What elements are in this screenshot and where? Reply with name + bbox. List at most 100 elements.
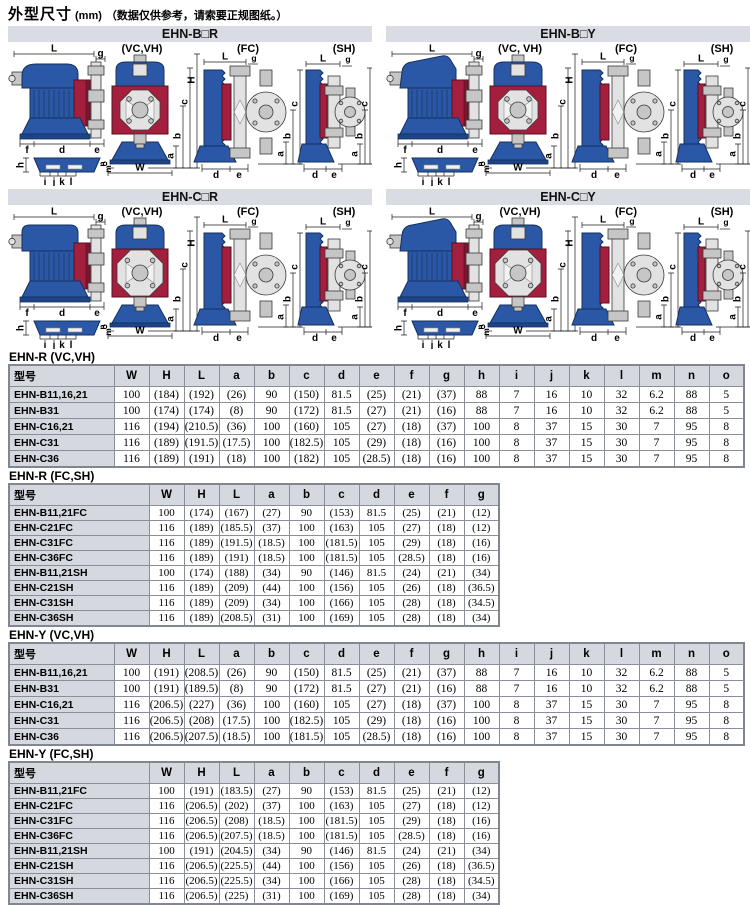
dim-label: h bbox=[394, 325, 405, 331]
col-header: l bbox=[603, 364, 640, 387]
dim-value-cell: (182) bbox=[288, 450, 325, 468]
dim-value-cell: 7 bbox=[638, 712, 675, 729]
base-plate-view bbox=[33, 157, 101, 173]
dim-value-cell: 100 bbox=[253, 434, 290, 451]
dim-value-cell: (225) bbox=[218, 888, 255, 905]
dim-label: L bbox=[698, 54, 704, 65]
dim-value-cell: (191.5) bbox=[183, 434, 220, 451]
dim-value-cell: (206.5) bbox=[183, 858, 220, 874]
dim-value-cell: 5 bbox=[708, 664, 745, 681]
col-header: k bbox=[568, 642, 605, 665]
dim-label: e bbox=[236, 170, 242, 181]
dim-value-cell: (206.5) bbox=[183, 813, 220, 829]
dim-value-cell: (210.5) bbox=[183, 418, 220, 435]
col-header: e bbox=[358, 364, 395, 387]
dim-value-cell: 100 bbox=[253, 712, 290, 729]
dim-label: H bbox=[565, 239, 576, 246]
pump-base bbox=[399, 280, 467, 298]
dim-label: (FC) bbox=[615, 43, 637, 55]
model-cell: EHN-C36SH bbox=[8, 610, 150, 627]
dim-label: m bbox=[481, 165, 491, 173]
dim-label: m bbox=[103, 165, 113, 173]
dim-value-cell: 8 bbox=[498, 712, 535, 729]
dim-label: (FC) bbox=[237, 206, 259, 218]
col-header: e bbox=[358, 642, 395, 665]
dim-label: n bbox=[97, 324, 107, 329]
dim-value-cell: 8 bbox=[498, 450, 535, 468]
dim-value-cell: (36.5) bbox=[463, 858, 500, 874]
dim-value-cell: 7 bbox=[638, 696, 675, 713]
dim-value-cell: (34) bbox=[463, 843, 500, 859]
dim-label: f bbox=[403, 145, 407, 156]
dim-label: (SH) bbox=[711, 43, 734, 55]
dim-value-cell: (182.5) bbox=[288, 712, 325, 729]
dim-label: a bbox=[728, 151, 739, 157]
col-header: k bbox=[568, 364, 605, 387]
dim-value-cell: (208) bbox=[218, 813, 255, 829]
dim-value-cell: 105 bbox=[358, 873, 395, 889]
dim-label: d bbox=[59, 308, 65, 319]
dim-value-cell: 100 bbox=[288, 520, 325, 536]
dim-value-cell: (29) bbox=[393, 813, 430, 829]
dim-value-cell: 100 bbox=[288, 610, 325, 627]
dim-value-cell: 105 bbox=[358, 798, 395, 814]
dim-label: e bbox=[709, 333, 715, 344]
dim-value-cell: 116 bbox=[148, 798, 185, 814]
dim-value-cell: (169) bbox=[323, 610, 360, 627]
dim-value-cell: (25) bbox=[358, 664, 395, 681]
dim-label: l bbox=[70, 340, 73, 349]
dim-value-cell: 105 bbox=[358, 813, 395, 829]
pump-body bbox=[29, 87, 77, 120]
dim-value-cell: 95 bbox=[673, 696, 710, 713]
dim-label: a bbox=[350, 314, 361, 320]
dim-label: h bbox=[16, 325, 27, 331]
dim-value-cell: (194) bbox=[148, 418, 185, 435]
dim-value-cell: (27) bbox=[253, 783, 290, 799]
dim-label: d bbox=[213, 333, 219, 344]
dim-value-cell: 100 bbox=[463, 418, 500, 435]
dim-value-cell: 105 bbox=[323, 450, 360, 468]
dim-value-cell: (204.5) bbox=[218, 843, 255, 859]
dim-label: n bbox=[97, 161, 107, 166]
dim-value-cell: 116 bbox=[148, 813, 185, 829]
dim-value-cell: (191) bbox=[183, 450, 220, 468]
dim-value-cell: 116 bbox=[148, 873, 185, 889]
dim-value-cell: 6.2 bbox=[638, 664, 675, 681]
model-cell: EHN-C36FC bbox=[8, 550, 150, 566]
dim-value-cell: 100 bbox=[148, 843, 185, 859]
dim-label: n bbox=[475, 324, 485, 329]
dim-value-cell: (28.5) bbox=[393, 828, 430, 844]
pump-base bbox=[21, 280, 89, 298]
dim-value-cell: (184) bbox=[148, 386, 185, 403]
dim-value-cell: (225.5) bbox=[218, 873, 255, 889]
dim-value-cell: (16) bbox=[428, 728, 465, 746]
dim-value-cell: (182.5) bbox=[288, 434, 325, 451]
model-cell: EHN-C21SH bbox=[8, 580, 150, 596]
table-section-title: EHN-Y (FC,SH) bbox=[9, 747, 94, 761]
dim-value-cell: (153) bbox=[323, 783, 360, 799]
dim-label: k bbox=[59, 177, 65, 186]
dim-label: g bbox=[345, 54, 350, 64]
dim-value-cell: (18.5) bbox=[253, 828, 290, 844]
dim-label: (VC,VH) bbox=[500, 206, 541, 218]
dim-value-cell: 95 bbox=[673, 418, 710, 435]
table-row: EHN-C31SH 116 (189) (209) (34) 100 (166) 105 (28… bbox=[8, 595, 500, 611]
dim-value-cell: (16) bbox=[428, 450, 465, 468]
motor-housing bbox=[21, 63, 79, 89]
dim-value-cell: 7 bbox=[498, 402, 535, 419]
dim-value-cell: (28) bbox=[393, 888, 430, 905]
dim-value-cell: (191) bbox=[148, 664, 185, 681]
dim-value-cell: 37 bbox=[533, 434, 570, 451]
dim-value-cell: 6.2 bbox=[638, 386, 675, 403]
table-row: EHN-C36FC 116 (189) (191) (18.5) 100 (181.5) 10… bbox=[8, 550, 500, 566]
dim-value-cell: 8 bbox=[708, 728, 745, 746]
dim-label: n bbox=[475, 161, 485, 166]
dim-value-cell: 37 bbox=[533, 728, 570, 746]
dim-value-cell: 88 bbox=[673, 386, 710, 403]
col-header: i bbox=[498, 364, 535, 387]
model-cell: EHN-B11,16,21 bbox=[8, 664, 115, 681]
